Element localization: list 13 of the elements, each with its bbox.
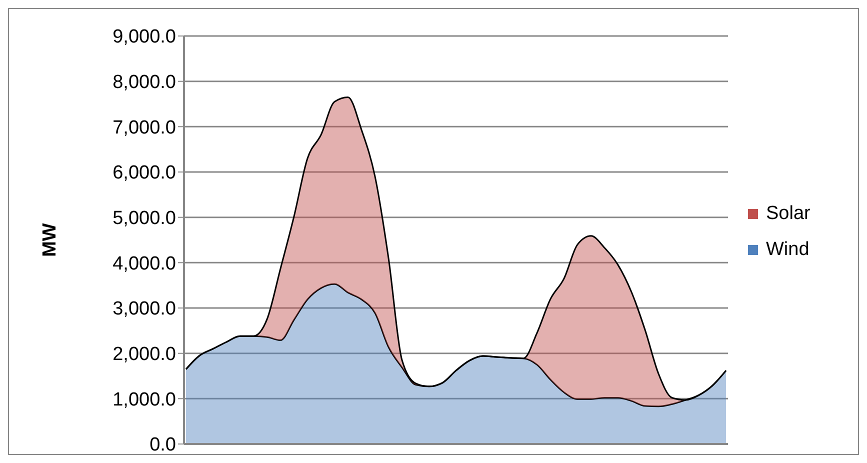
legend-label: Wind: [766, 238, 810, 260]
y-tick-label: 6,000.0: [112, 162, 176, 184]
y-tick-label: 1,000.0: [112, 389, 176, 410]
y-tick-label: 9,000.0: [112, 26, 176, 48]
y-tick-label: 8,000.0: [112, 72, 176, 94]
y-tick-label: 4,000.0: [112, 253, 176, 274]
y-tick-label: 0.0: [150, 434, 176, 456]
y-tick-label: 7,000.0: [112, 117, 176, 138]
legend-label: Solar: [766, 202, 810, 224]
y-axis-title: MW: [40, 223, 61, 257]
y-tick-label: 5,000.0: [112, 208, 176, 230]
y-tick-label: 3,000.0: [112, 298, 176, 320]
y-tick-label: 2,000.0: [112, 344, 176, 366]
